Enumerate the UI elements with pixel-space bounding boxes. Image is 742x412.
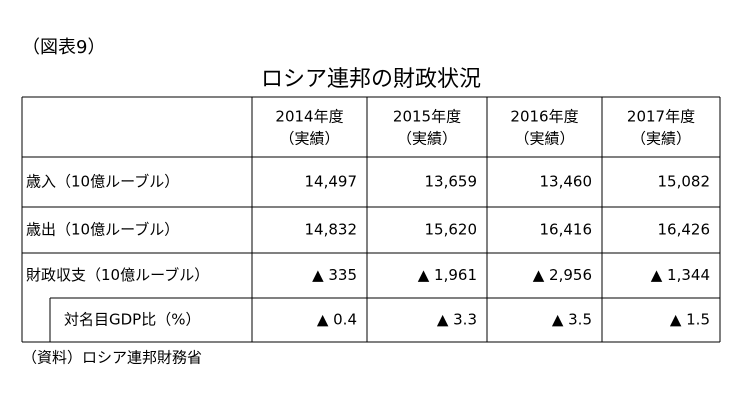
cell-value: 15,082 bbox=[658, 173, 711, 191]
cell-value: 15,620 bbox=[425, 221, 478, 239]
column-note: （実績） bbox=[279, 130, 339, 148]
row-label: 財政収支（10億ルーブル） bbox=[26, 266, 209, 284]
column-year: 2017年度 bbox=[627, 108, 695, 126]
row-label: 歳出（10億ルーブル） bbox=[26, 221, 179, 239]
figure-label: （図表9） bbox=[22, 37, 105, 58]
column-note: （実績） bbox=[514, 130, 574, 148]
table-title: ロシア連邦の財政状況 bbox=[261, 67, 481, 92]
column-note: （実績） bbox=[397, 130, 457, 148]
cell-value: ▲ 2,956 bbox=[533, 266, 592, 284]
cell-value: ▲ 1.5 bbox=[670, 311, 710, 329]
cell-value: ▲ 3.3 bbox=[437, 311, 477, 329]
column-year: 2015年度 bbox=[393, 108, 461, 126]
cell-value: 16,416 bbox=[540, 221, 593, 239]
row-label: 対名目GDP比（%） bbox=[64, 311, 200, 329]
source-note: （資料）ロシア連邦財務省 bbox=[22, 349, 202, 367]
cell-value: ▲ 335 bbox=[312, 266, 357, 284]
cell-value: ▲ 0.4 bbox=[317, 311, 357, 329]
column-year: 2016年度 bbox=[510, 108, 578, 126]
cell-value: 13,460 bbox=[540, 173, 593, 191]
row-label: 歳入（10億ルーブル） bbox=[26, 173, 179, 191]
cell-value: 16,426 bbox=[658, 221, 711, 239]
cell-value: 14,832 bbox=[305, 221, 358, 239]
cell-value: ▲ 1,344 bbox=[651, 266, 710, 284]
cell-value: ▲ 3.5 bbox=[552, 311, 592, 329]
cell-value: 13,659 bbox=[425, 173, 478, 191]
column-year: 2014年度 bbox=[275, 108, 343, 126]
cell-value: ▲ 1,961 bbox=[418, 266, 477, 284]
cell-value: 14,497 bbox=[305, 173, 358, 191]
column-note: （実績） bbox=[631, 130, 691, 148]
